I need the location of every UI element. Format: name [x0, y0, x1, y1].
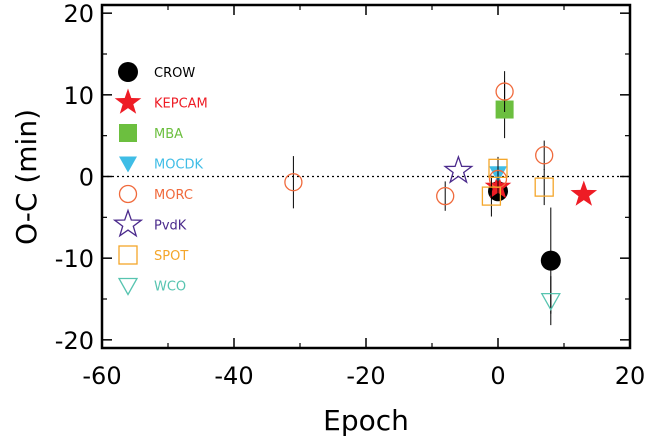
legend-marker-pvdk: [112, 208, 144, 238]
data-point-pvdk: [443, 154, 474, 184]
y-tick-label: -20: [55, 327, 94, 355]
data-point-morc: [284, 173, 303, 192]
y-tick-label: 20: [63, 0, 94, 28]
y-tick-label: -10: [55, 245, 94, 273]
data-point-morc: [535, 146, 554, 165]
legend-marker-kepcam: [114, 88, 142, 114]
legend-label-spot: SPOT: [154, 249, 188, 264]
data-point-wco: [540, 292, 561, 311]
y-tick-label: 10: [63, 82, 94, 110]
legend-label-morc: MORC: [154, 188, 193, 203]
data-point-morc: [495, 82, 514, 101]
data-point-morc: [436, 186, 455, 206]
legend-marker-wco: [117, 277, 139, 296]
legend-label-crow: CROW: [154, 66, 195, 81]
legend-label-pvdk: PvdK: [154, 219, 187, 234]
x-tick-label: 20: [615, 362, 646, 390]
x-tick-label: -20: [346, 362, 385, 390]
legend-label-kepcam: KEPCAM: [154, 97, 208, 112]
x-tick-label: 0: [490, 362, 505, 390]
legend-marker-crow: [118, 62, 138, 82]
legend-marker-morc: [118, 184, 138, 204]
data-point-spot: [534, 177, 554, 197]
data-point-kepcam: [570, 180, 598, 206]
data-point-spot: [488, 158, 508, 178]
legend-label-mba: MBA: [154, 127, 183, 142]
y-tick-label: 0: [79, 164, 94, 192]
legend-marker-mocdk: [119, 156, 137, 173]
data-point-spot: [481, 186, 502, 206]
x-tick-label: -60: [82, 362, 121, 390]
legend-label-mocdk: MOCDK: [154, 158, 204, 173]
y-axis-title: O-C (min): [10, 109, 43, 245]
x-axis-title: Epoch: [323, 404, 409, 437]
data-point-crow: [540, 250, 561, 271]
legend-label-wco: WCO: [154, 280, 186, 295]
legend-marker-mba: [119, 124, 137, 142]
legend-marker-spot: [118, 245, 138, 265]
x-tick-label: -40: [214, 362, 253, 390]
